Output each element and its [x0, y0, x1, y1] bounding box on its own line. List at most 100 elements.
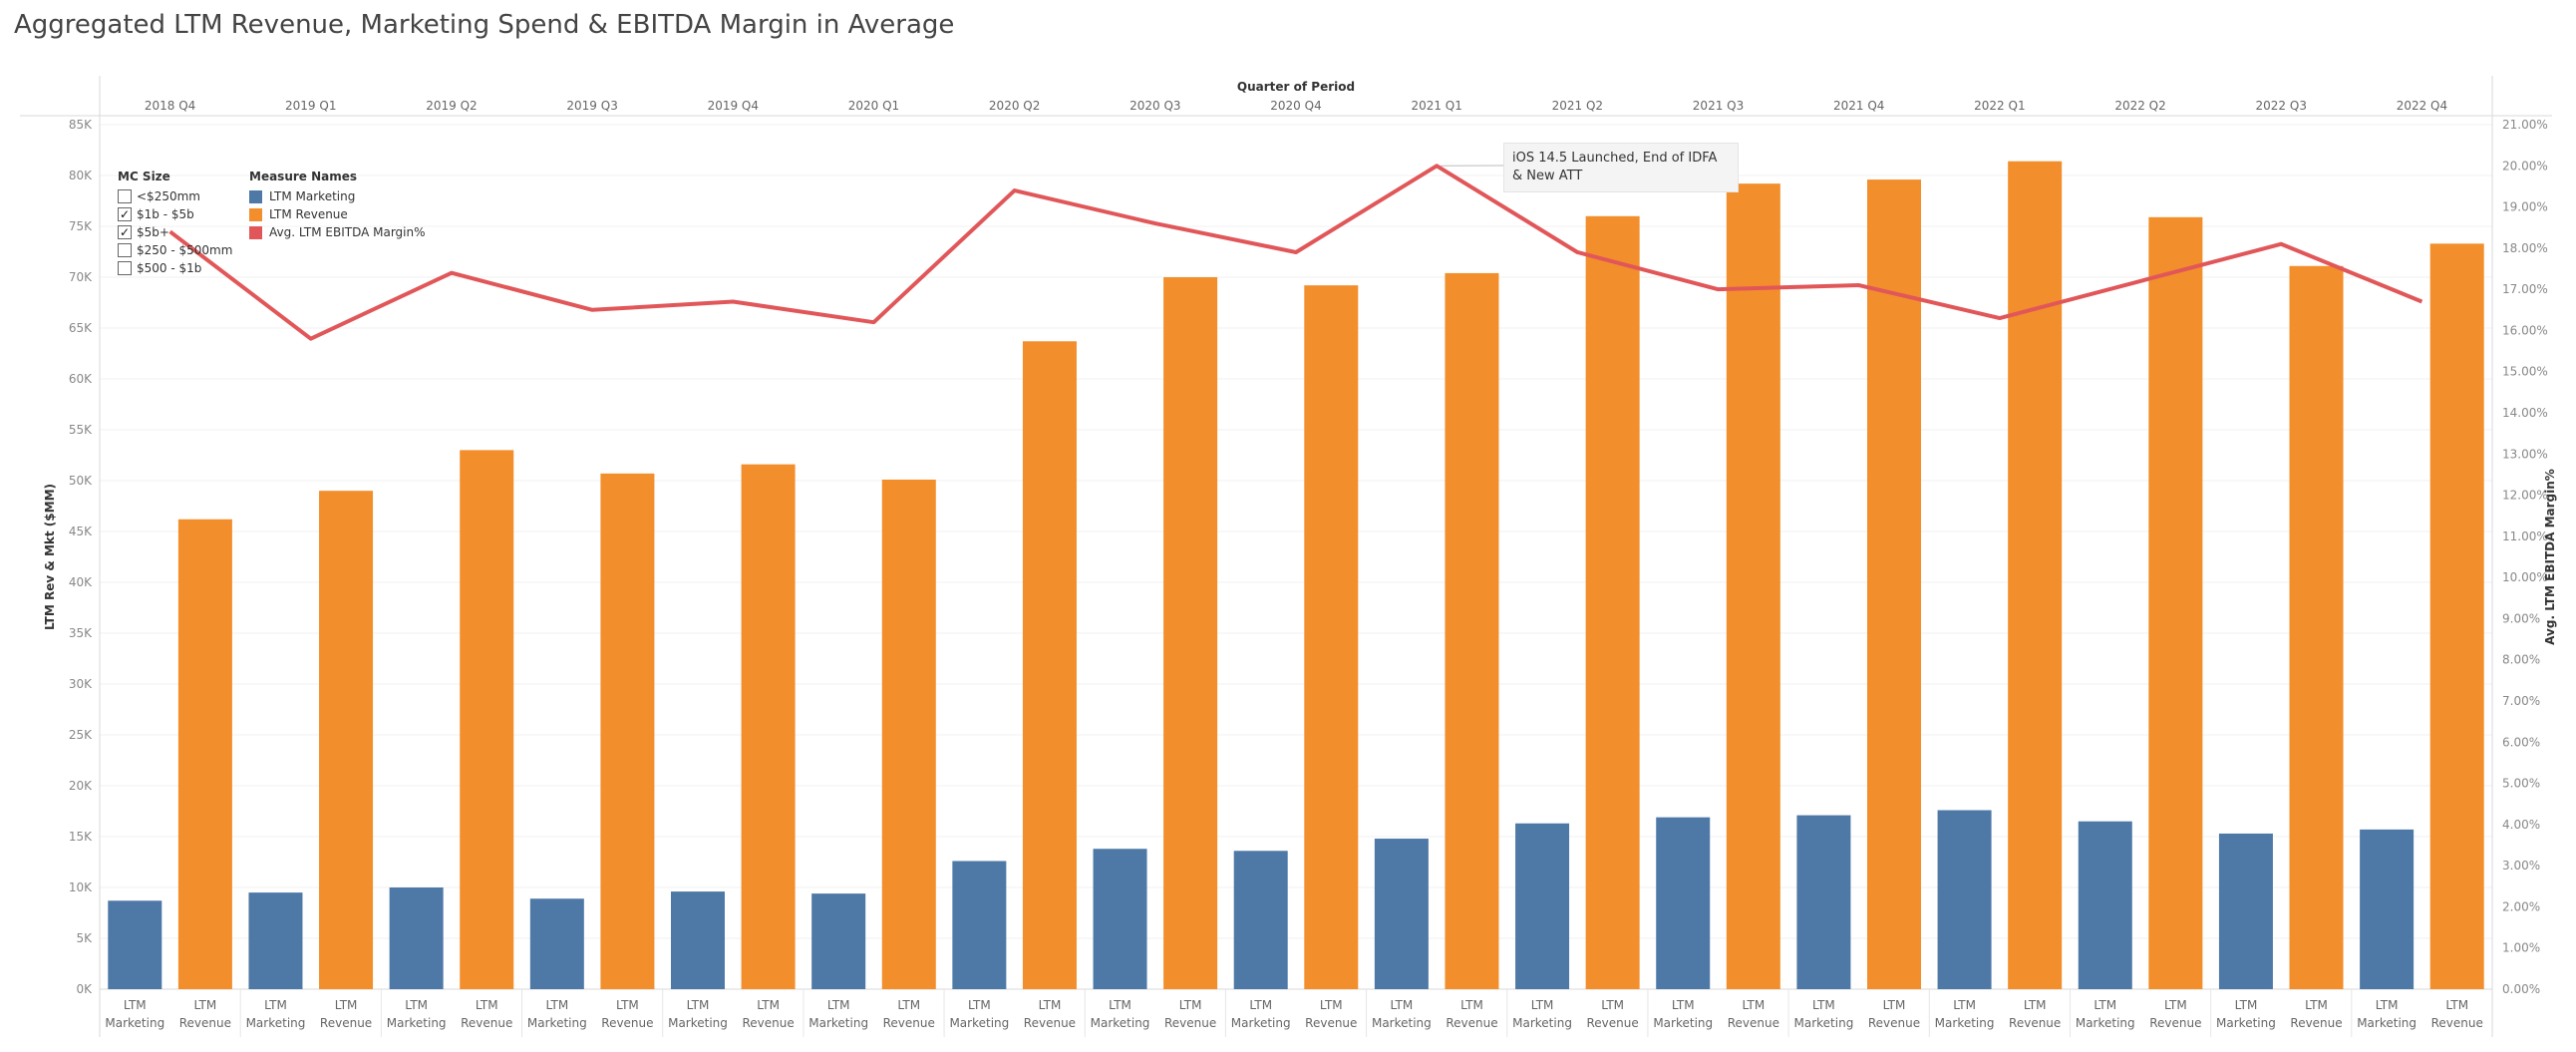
quarter-label: 2019 Q1 [285, 99, 336, 113]
y-tick-label: 55K [69, 423, 93, 437]
chart-title: Aggregated LTM Revenue, Marketing Spend … [14, 10, 955, 40]
y2-tick-label: 1.00% [2502, 941, 2540, 955]
quarter-label: 2021 Q2 [1552, 99, 1603, 113]
marketing-bar [1937, 810, 1992, 989]
y2-tick-label: 8.00% [2502, 653, 2540, 667]
x-tick-label-line1: LTM [687, 998, 710, 1012]
measure-legend-title: Measure Names [249, 170, 358, 183]
y2-tick-label: 0.00% [2502, 982, 2540, 996]
x-tick-label-line2: Revenue [320, 1016, 372, 1030]
measure-legend-item: Avg. LTM EBITDA Margin% [249, 223, 426, 241]
y2-tick-label: 15.00% [2502, 365, 2548, 379]
marketing-bar [1233, 851, 1288, 989]
measure-legend-label: Avg. LTM EBITDA Margin% [269, 225, 426, 239]
x-tick-label-line2: Revenue [2149, 1016, 2201, 1030]
x-tick-label-line2: Marketing [949, 1016, 1009, 1030]
x-tick-label-line2: Marketing [1935, 1016, 1995, 1030]
y2-tick-label: 4.00% [2502, 818, 2540, 832]
y-tick-label: 65K [69, 321, 93, 335]
x-tick-label-line1: LTM [2445, 998, 2468, 1012]
revenue-bar [741, 464, 796, 989]
x-tick-label-line1: LTM [2024, 998, 2047, 1012]
quarter-label: 2022 Q4 [2397, 99, 2447, 113]
x-tick-label-line1: LTM [1320, 998, 1343, 1012]
quarter-label: 2021 Q4 [1833, 99, 1884, 113]
y2-tick-label: 10.00% [2502, 570, 2548, 584]
marketing-bar [108, 900, 162, 989]
x-tick-label-line1: LTM [2305, 998, 2328, 1012]
x-tick-label-line1: LTM [1460, 998, 1483, 1012]
y-tick-label: 75K [69, 219, 93, 233]
x-tick-label-line1: LTM [1531, 998, 1554, 1012]
mc-size-filter[interactable]: MC Size <$250mm ✓ $1b - $5b ✓ $5b+ $250 - $50… [118, 170, 232, 277]
mc-size-option[interactable]: $250 - $500mm [118, 241, 232, 259]
x-tick-label-line2: Marketing [808, 1016, 868, 1030]
x-tick-label-line2: Marketing [105, 1016, 164, 1030]
checkbox-checked-icon[interactable]: ✓ [118, 207, 132, 221]
y2-tick-label: 16.00% [2502, 323, 2548, 337]
quarter-label: 2019 Q4 [708, 99, 759, 113]
mc-size-option[interactable]: ✓ $1b - $5b [118, 205, 232, 223]
x-tick-label-line2: Marketing [387, 1016, 447, 1030]
x-tick-label-line2: Marketing [1091, 1016, 1150, 1030]
y2-tick-label: 17.00% [2502, 282, 2548, 296]
x-tick-label-line2: Marketing [1372, 1016, 1432, 1030]
x-tick-label-line1: LTM [405, 998, 428, 1012]
x-tick-label-line1: LTM [827, 998, 850, 1012]
quarter-label: 2020 Q1 [848, 99, 899, 113]
x-tick-label-line1: LTM [335, 998, 358, 1012]
y-tick-label: 20K [69, 779, 93, 793]
x-tick-label-line1: LTM [1249, 998, 1272, 1012]
x-tick-label-line2: Revenue [2290, 1016, 2342, 1030]
revenue-bar [2289, 265, 2344, 989]
revenue-bar [1585, 215, 1640, 990]
x-tick-label-line2: Revenue [601, 1016, 653, 1030]
marketing-bar [2218, 833, 2273, 989]
quarter-label: 2022 Q2 [2114, 99, 2165, 113]
legend-swatch [249, 207, 262, 221]
y-tick-label: 35K [69, 626, 93, 640]
x-tick-label-line2: Marketing [2216, 1016, 2276, 1030]
y2-tick-label: 5.00% [2502, 777, 2540, 791]
x-tick-label-line2: Revenue [883, 1016, 935, 1030]
x-tick-label-line2: Marketing [668, 1016, 728, 1030]
mc-size-option[interactable]: $500 - $1b [118, 259, 232, 277]
x-tick-label-line1: LTM [1883, 998, 1906, 1012]
x-tick-label-line1: LTM [2376, 998, 2399, 1012]
y2-tick-label: 18.00% [2502, 241, 2548, 255]
x-tick-label-line2: Marketing [527, 1016, 587, 1030]
mc-size-option[interactable]: ✓ $5b+ [118, 223, 232, 241]
revenue-bar [600, 473, 655, 989]
revenue-bar [1304, 285, 1359, 989]
marketing-bar [248, 892, 303, 989]
y2-tick-label: 12.00% [2502, 489, 2548, 503]
checkbox-empty-icon[interactable] [118, 261, 132, 275]
quarter-label: 2020 Q2 [989, 99, 1040, 113]
y2-tick-label: 14.00% [2502, 406, 2548, 420]
y2-tick-label: 9.00% [2502, 611, 2540, 625]
y-tick-label: 0K [76, 982, 93, 996]
checkbox-empty-icon[interactable] [118, 243, 132, 257]
quarter-label: 2019 Q2 [426, 99, 477, 113]
revenue-bar [1726, 183, 1780, 989]
measure-legend-label: LTM Marketing [269, 189, 356, 203]
x-tick-label-line2: Marketing [1653, 1016, 1713, 1030]
measure-legend: Measure Names LTM Marketing LTM Revenue Av… [249, 170, 426, 241]
x-tick-label-line2: Revenue [1868, 1016, 1920, 1030]
y2-tick-label: 21.00% [2502, 118, 2548, 132]
checkbox-checked-icon[interactable]: ✓ [118, 225, 132, 239]
x-tick-label-line1: LTM [264, 998, 287, 1012]
y2-tick-label: 20.00% [2502, 159, 2548, 173]
x-tick-label-line2: Revenue [1446, 1016, 1497, 1030]
x-tick-label-line1: LTM [2235, 998, 2258, 1012]
x-tick-label-line1: LTM [1742, 998, 1765, 1012]
marketing-bar [2078, 821, 2132, 989]
y-tick-label: 85K [69, 118, 93, 132]
mc-size-option[interactable]: <$250mm [118, 187, 232, 205]
quarter-label: 2020 Q4 [1270, 99, 1321, 113]
checkbox-empty-icon[interactable] [118, 189, 132, 203]
y2-tick-label: 6.00% [2502, 735, 2540, 749]
marketing-bar [952, 861, 1007, 989]
marketing-bar [811, 893, 866, 989]
y-tick-label: 5K [76, 931, 93, 945]
